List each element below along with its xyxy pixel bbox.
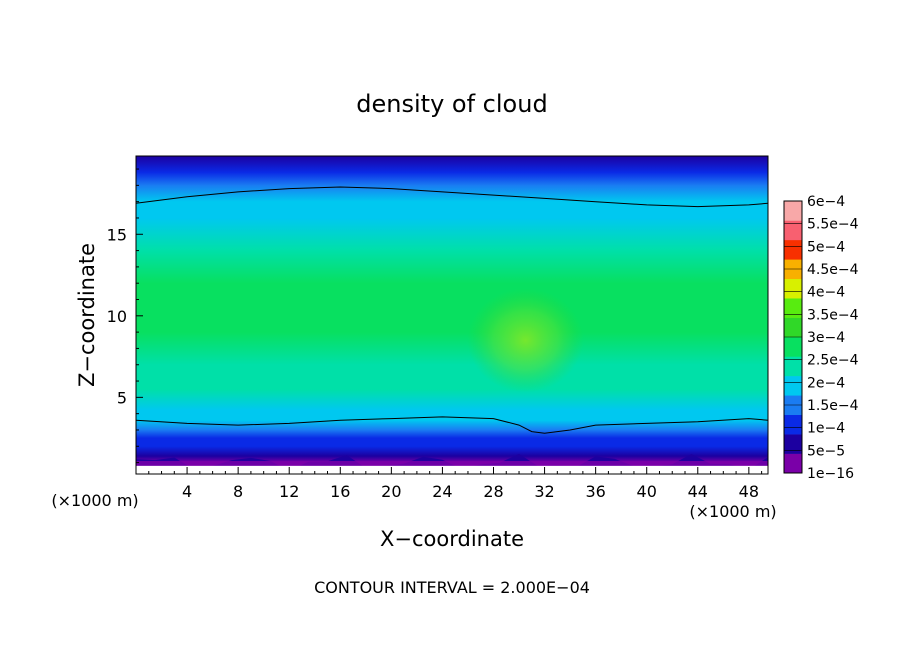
x-tick-label: 8 [233,482,243,501]
contour-lines [135,186,769,434]
colorbar-label: 5e−4 [807,239,845,255]
colorbar-swatch [784,337,802,357]
colorbar-swatch [784,201,802,221]
colorbar-swatch [784,356,802,377]
colorbar-label: 2.5e−4 [807,353,859,369]
colorbar-label: 2e−4 [807,375,845,391]
x-unit-label-right: (×1000 m) [689,502,776,521]
x-tick-label: 36 [585,482,605,501]
colorbar-label: 4.5e−4 [807,262,859,278]
x-tick-label: 40 [637,482,657,501]
field-overlay [136,288,768,474]
colorbar-swatch [784,298,802,318]
colorbar-label: 5e−5 [807,443,845,459]
colorbar-label: 1e−4 [807,421,845,437]
colorbar-label: 5.5e−4 [807,217,859,233]
x-axis: 4 8 12 16 20 24 28 32 36 40 44 48 [148,467,763,501]
x-tick-label: 28 [483,482,503,501]
colorbar-label: 6e−4 [807,194,845,210]
x-unit-label-left: (×1000 m) [51,491,138,510]
x-tick-label: 24 [432,482,452,501]
x-axis-label: X−coordinate [380,527,524,551]
x-tick-label: 32 [534,482,554,501]
x-tick-label: 16 [330,482,350,501]
colorbar-label: 4e−4 [807,285,845,301]
colorbar-label: 1.5e−4 [807,398,859,414]
chart-title: density of cloud [356,90,547,118]
x-tick-label: 12 [279,482,299,501]
colorbar-label: 3.5e−4 [807,307,859,323]
contour-line-1 [135,416,769,434]
colorbar-swatch [784,317,802,338]
colorbar-swatch [784,278,802,299]
colorbar-swatch [784,434,802,454]
hotspot [467,288,584,393]
y-tick-label: 5 [117,388,127,407]
y-axis-label: Z−coordinate [75,243,99,387]
colorbar-swatch [784,375,802,396]
colorbar-swatch [784,453,802,474]
x-tick-label: 48 [739,482,759,501]
contour-interval-note: CONTOUR INTERVAL = 2.000E−04 [314,578,590,597]
colorbar-label: 1e−16 [807,466,854,482]
y-tick-label: 10 [107,307,127,326]
no-data-gap [136,465,768,474]
colorbar-swatch [784,414,802,435]
plot-area [135,155,769,475]
y-axis: 5 10 15 [107,168,143,464]
colorbar-swatch [784,220,802,241]
x-tick-label: 20 [381,482,401,501]
plot-frame [135,155,769,475]
colorbar: 1e−16 5e−5 1e−4 1.5e−4 2e−4 2.5e−4 3e−4 3.5e−4 4… [783,194,859,482]
surface-band [136,460,768,469]
colorbar-label: 3e−4 [807,330,845,346]
contour-line-2 [135,186,769,208]
colorbar-swatch [784,239,802,260]
x-tick-label: 44 [688,482,708,501]
x-tick-label: 4 [182,482,192,501]
density-field [136,156,768,474]
y-tick-label: 15 [107,225,127,244]
